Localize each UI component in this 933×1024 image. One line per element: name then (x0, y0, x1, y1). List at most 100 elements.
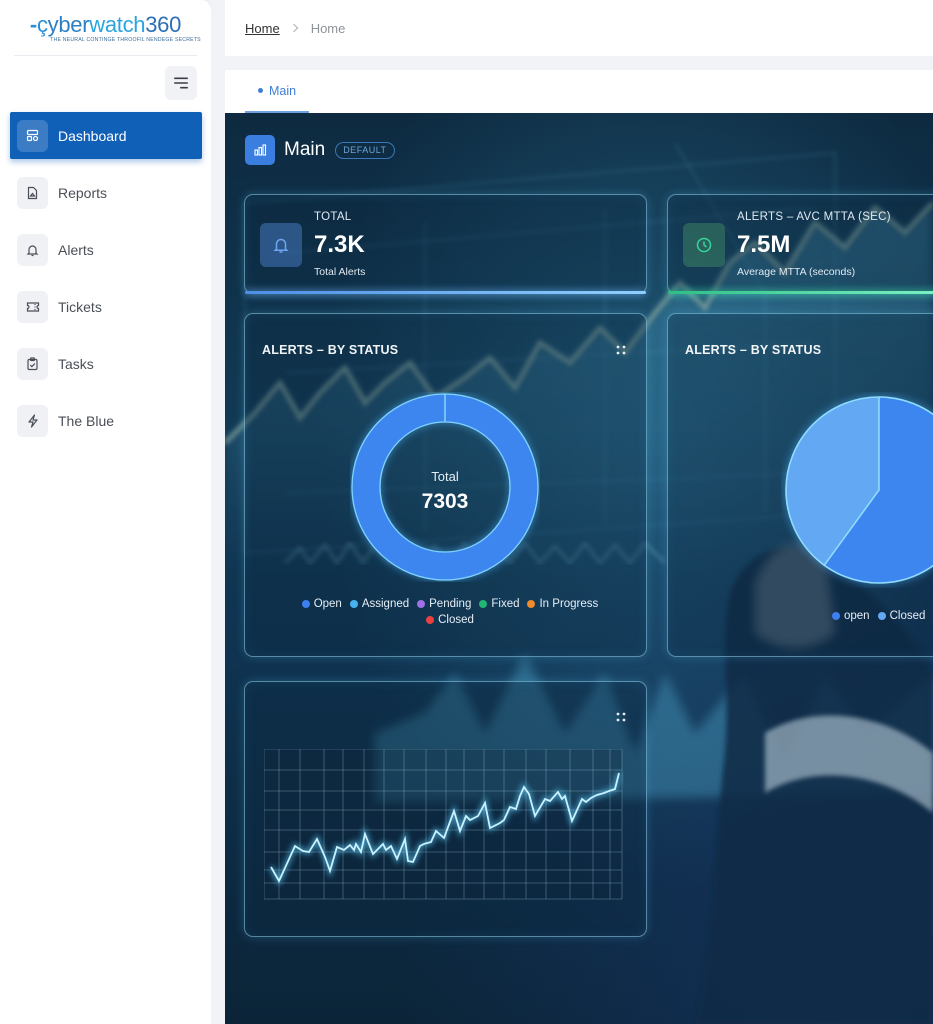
sidebar-item-alerts[interactable]: Alerts (10, 226, 202, 273)
bell-icon (17, 233, 48, 266)
sidebar-item-label: Reports (58, 184, 108, 201)
logo-dash: - (29, 12, 37, 37)
sidebar-item-label: Tasks (58, 355, 94, 372)
logo-sun-glyph: ç (36, 12, 48, 37)
line-chart[interactable] (264, 749, 624, 901)
kpi-accent-bar (668, 291, 933, 294)
panel-alerts-by-status-donut: ALERTS – BY STATUS Total 7303 Open Assig… (244, 313, 647, 657)
pie-slice-open[interactable] (824, 397, 933, 583)
kpi-accent-bar (245, 291, 646, 294)
legend-label: Pending (429, 598, 472, 610)
clipboard-check-icon (17, 347, 48, 380)
kpi-label: ALERTS – AVC MTTA (SEC) (737, 211, 891, 223)
bell-icon (260, 223, 302, 267)
legend-item-closed[interactable]: Closed (426, 614, 474, 626)
legend-label: Closed (438, 614, 474, 626)
lightning-icon (17, 404, 48, 437)
donut-chart[interactable] (350, 392, 540, 582)
donut-center-value: 7303 (421, 490, 469, 513)
sidebar-item-dashboard[interactable]: Dashboard (10, 112, 202, 159)
legend-item-assigned[interactable]: Assigned (349, 598, 410, 610)
pie-slice-closed[interactable] (786, 397, 879, 566)
donut-center-label: Total (431, 469, 459, 484)
chart-legend: Open Assigned Pending Fixed In Progress … (285, 598, 615, 630)
menu-icon (174, 77, 188, 89)
kpi-card-total-alerts[interactable]: TOTAL 7.3K Total Alerts (244, 194, 647, 294)
legend-label: In Progress (539, 598, 599, 610)
legend-item-fixed[interactable]: Fixed (479, 598, 519, 610)
layout-gutter (211, 0, 225, 1024)
breadcrumb-home-link[interactable]: Home (245, 20, 280, 36)
legend-item-open[interactable]: Open (301, 598, 342, 610)
pie-chart[interactable] (781, 392, 933, 588)
drag-handle-icon[interactable] (615, 344, 627, 356)
kpi-value: 7.5M (737, 231, 791, 258)
tab-label: Main (268, 83, 297, 98)
sidebar-nav: Dashboard Reports Alerts Tickets Tasks (10, 112, 202, 454)
sidebar-item-reports[interactable]: Reports (10, 169, 202, 216)
kpi-card-avg-mtta[interactable]: ALERTS – AVC MTTA (SEC) 7.5M Average MTT… (667, 194, 933, 294)
page-header: Main DEFAULT (245, 135, 395, 165)
legend-label: open (844, 610, 870, 622)
panel-title: ALERTS – BY STATUS (262, 343, 399, 357)
legend-item-in-progress[interactable]: In Progress (527, 598, 598, 610)
panel-alerts-by-status-pie: ALERTS – BY STATUS open Closed (667, 313, 933, 657)
sidebar-item-tasks[interactable]: Tasks (10, 340, 202, 387)
dashboard-icon (17, 119, 48, 152)
logo-part-360: 360 (145, 12, 182, 37)
chevron-right-icon (292, 21, 299, 36)
kpi-label: TOTAL (314, 211, 352, 223)
legend-dot (426, 616, 435, 624)
kpi-subtitle: Total Alerts (314, 266, 366, 278)
legend-item-pending[interactable]: Pending (417, 598, 471, 610)
drag-handle-icon[interactable] (615, 711, 627, 723)
tab-bar: Main (225, 70, 933, 113)
logo-part-cyber: yber (47, 12, 90, 37)
kpi-subtitle: Average MTTA (seconds) (737, 266, 856, 278)
legend-dot (479, 600, 488, 608)
background-image (225, 142, 933, 1024)
sidebar-item-label: Alerts (58, 241, 94, 258)
legend-label: Fixed (491, 598, 520, 610)
logo-tagline: THE NEURAL CONTINGE THROOFIL NENDEGE SEC… (50, 37, 201, 43)
line-series-core (270, 772, 620, 883)
legend-label: Assigned (361, 598, 410, 610)
kpi-value: 7.3K (314, 231, 365, 258)
sidebar-item-label: Tickets (58, 298, 102, 315)
chart-legend: open Closed (828, 610, 929, 626)
legend-label: Closed (889, 610, 926, 622)
legend-dot (527, 600, 536, 608)
legend-label: Open (313, 598, 342, 610)
sidebar-item-tickets[interactable]: Tickets (10, 283, 202, 330)
breadcrumb-current: Home (310, 20, 346, 36)
legend-dot (301, 600, 310, 608)
legend-item-open[interactable]: open (832, 610, 870, 622)
sidebar-item-the-blue[interactable]: The Blue (10, 397, 202, 444)
legend-item-closed[interactable]: Closed (877, 610, 926, 622)
sidebar-item-label: Dashboard (58, 127, 127, 144)
active-tab-dot (257, 88, 263, 93)
sidebar-item-label: The Blue (58, 412, 115, 429)
sidebar-collapse-button[interactable] (165, 66, 197, 100)
panel-title: ALERTS – BY STATUS (685, 343, 822, 357)
legend-dot (349, 600, 358, 608)
donut-segment-open[interactable] (352, 394, 538, 580)
legend-dot (877, 612, 886, 620)
report-icon (17, 176, 48, 209)
dashboard-canvas: Main DEFAULT TOTAL 7.3K Total Alerts ALE… (225, 113, 933, 1024)
legend-dot (417, 600, 426, 608)
page-title: Main (284, 139, 326, 160)
default-badge: DEFAULT (335, 141, 395, 159)
logo-part-watch: watch (89, 12, 146, 37)
logo[interactable]: -çyberwatch360 THE NEURAL CONTINGE THROO… (14, 0, 201, 56)
chart-grid (264, 749, 623, 900)
ticket-icon (17, 290, 48, 323)
legend-dot (832, 612, 840, 620)
bar-chart-icon (245, 135, 275, 165)
logo-wordmark: -çyberwatch360 (30, 14, 181, 36)
panel-trend-line-chart (244, 681, 647, 937)
clock-icon (683, 223, 725, 267)
sidebar: -çyberwatch360 THE NEURAL CONTINGE THROO… (0, 0, 211, 1024)
breadcrumb: Home Home (225, 0, 933, 56)
tab-main[interactable]: Main (245, 70, 309, 113)
